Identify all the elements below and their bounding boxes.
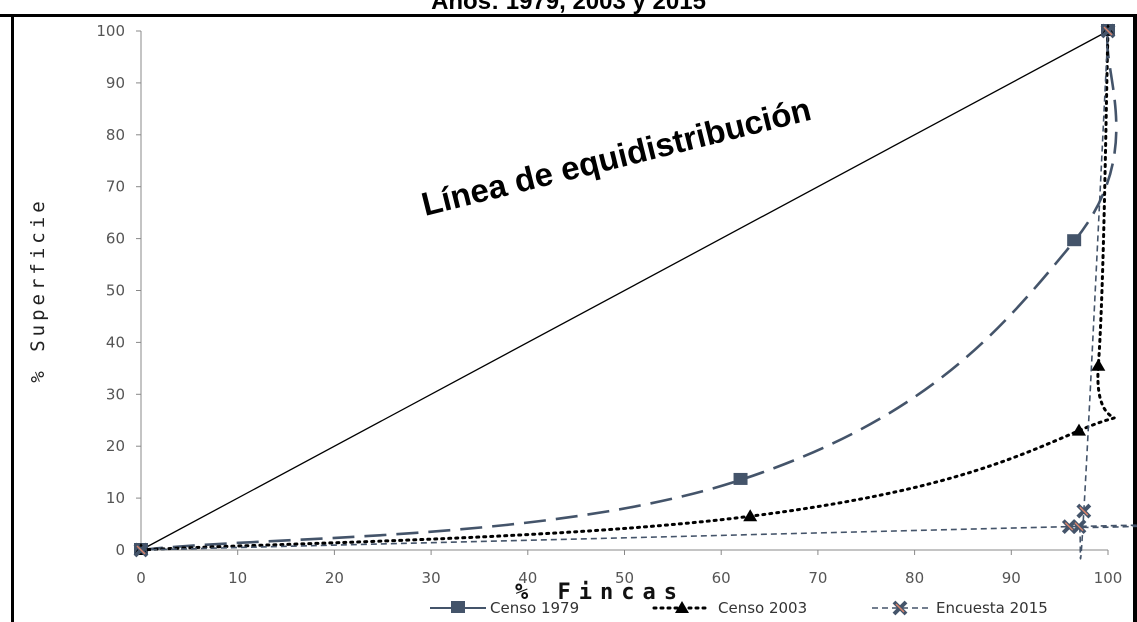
x-tick-label: 30 — [422, 569, 441, 587]
x-marker-stroke — [136, 545, 146, 555]
x-tick-label: 80 — [905, 569, 924, 587]
x-axis-label: % Fincas — [515, 580, 685, 605]
series-1-point — [1091, 358, 1106, 371]
y-tick-label: 30 — [106, 385, 125, 403]
series-line-1 — [139, 29, 1116, 552]
x-marker-stroke — [1079, 506, 1089, 516]
x-tick-label: 100 — [1094, 569, 1123, 587]
series-1-point — [743, 509, 758, 522]
equidistribution-line — [140, 30, 1109, 551]
top-border — [0, 14, 1137, 17]
x-tick-label: 20 — [325, 569, 344, 587]
x-tick-label: 60 — [712, 569, 731, 587]
x-tick-label: 0 — [136, 569, 146, 587]
y-tick-label: 80 — [106, 126, 125, 144]
x-tick-label: 10 — [228, 569, 247, 587]
legend-label-0: Censo 1979 — [490, 599, 579, 617]
y-tick-label: 70 — [106, 178, 125, 196]
legend-label-1: Censo 2003 — [718, 599, 807, 617]
labels-group: % Superficie % Fincas Línea de equidistr… — [27, 90, 815, 605]
y-tick-label: 0 — [115, 541, 125, 559]
series-line-0 — [140, 30, 1118, 552]
y-tick-label: 100 — [96, 22, 125, 40]
y-tick-label: 20 — [106, 437, 125, 455]
y-axis-label: % Superficie — [27, 197, 49, 382]
legend-marker-2 — [892, 600, 908, 616]
y-tick-label: 90 — [106, 74, 125, 92]
series-2-point — [1071, 519, 1087, 535]
series-group — [133, 23, 1137, 560]
legend-marker-1 — [675, 601, 689, 613]
x-tick-label: 70 — [808, 569, 827, 587]
axes-group: 0 10 20 30 40 50 60 70 80 90 100 0 10 20 30 40 50 60 70 80 9… — [96, 22, 1122, 587]
right-border — [1133, 14, 1137, 622]
series-2-point — [1076, 503, 1092, 519]
x-tick-label: 90 — [1002, 569, 1021, 587]
x-marker-stroke — [1064, 522, 1074, 532]
y-tick-label: 40 — [106, 333, 125, 351]
x-marker-stroke — [895, 603, 905, 613]
y-tick-label: 10 — [106, 489, 125, 507]
series-0-point — [733, 472, 748, 485]
series-1-point — [1071, 423, 1086, 436]
x-marker-stroke — [1103, 26, 1113, 36]
legend-label-2: Encuesta 2015 — [936, 599, 1048, 617]
series-2-point — [133, 542, 149, 558]
series-0-point — [1067, 234, 1082, 247]
legend-group: Censo 1979 Censo 2003 Encuesta 2015 — [430, 599, 1048, 617]
x-tick-label: 40 — [518, 569, 537, 587]
left-border — [11, 14, 14, 622]
y-tick-label: 50 — [106, 282, 125, 300]
y-tick-label: 60 — [106, 230, 125, 248]
equidistribution-annotation: Línea de equidistribución — [418, 90, 815, 223]
chart-title: Años: 1979, 2003 y 2015 — [431, 0, 706, 15]
legend-marker-0 — [451, 601, 465, 613]
x-tick-label: 50 — [615, 569, 634, 587]
series-line-2 — [140, 30, 1137, 560]
series-2-point — [1100, 23, 1116, 39]
x-marker-stroke — [1074, 522, 1084, 532]
